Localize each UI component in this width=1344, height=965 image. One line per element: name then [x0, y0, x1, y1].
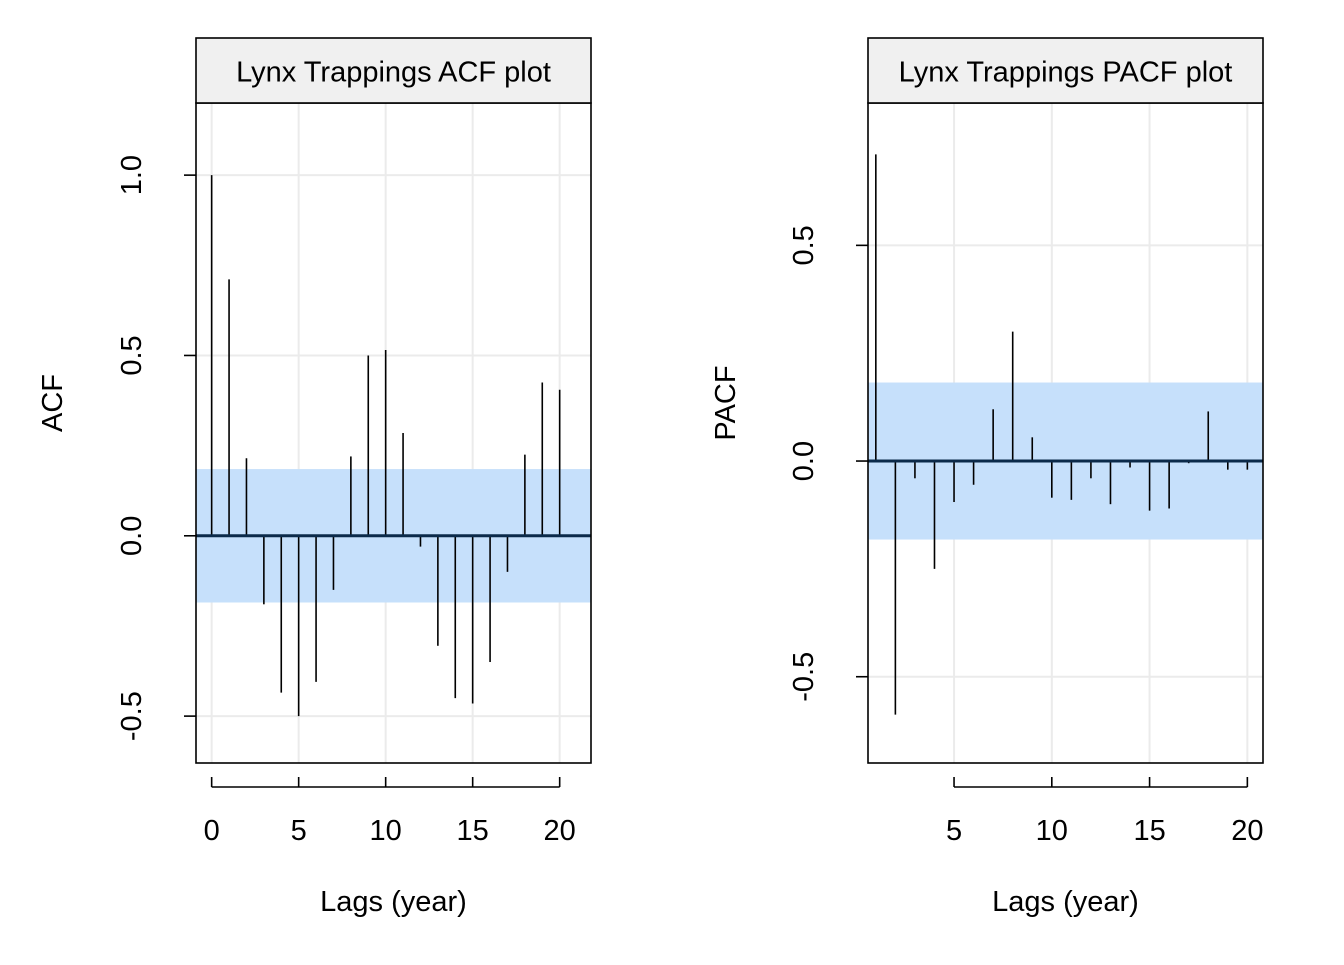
pacf-x-tick-label: 5 [946, 815, 962, 847]
pacf-y-tick-label: 0.0 [788, 441, 820, 481]
pacf-y-axis-label: PACF [710, 365, 742, 440]
acf-y-tick-label: 0.0 [116, 516, 148, 556]
pacf-y-tick-label: -0.5 [788, 652, 820, 702]
acf-x-tick-label: 5 [291, 815, 307, 847]
acf-x-tick-label: 0 [204, 815, 220, 847]
acf-y-axis-label: ACF [37, 374, 69, 432]
acf-x-tick-label: 15 [457, 815, 489, 847]
pacf-x-tick-label: 10 [1036, 815, 1068, 847]
acf-title: Lynx Trappings ACF plot [236, 57, 551, 89]
acf-x-tick-label: 10 [370, 815, 402, 847]
acf-panel: Lynx Trappings ACF plot 0 5 10 15 20 Lags (yea… [37, 37, 592, 918]
pacf-title: Lynx Trappings PACF plot [899, 57, 1233, 89]
pacf-x-tick-label: 20 [1231, 815, 1263, 847]
acf-x-tick-label: 20 [544, 815, 576, 847]
acf-y-tick-label: 0.5 [116, 335, 148, 375]
pacf-x-axis-label: Lags (year) [992, 886, 1139, 918]
pacf-title-strip [867, 37, 1264, 104]
acf-y-tick-label: -0.5 [116, 691, 148, 741]
acf-x-axis-label: Lags (year) [320, 886, 467, 918]
acf-title-strip [195, 37, 592, 104]
pacf-y-tick-label: 0.5 [788, 225, 820, 265]
pacf-x-tick-label: 15 [1133, 815, 1165, 847]
pacf-panel: Lynx Trappings PACF plot 5 10 15 20 Lags (yea… [710, 37, 1264, 918]
acf-y-tick-label: 1.0 [116, 155, 148, 195]
